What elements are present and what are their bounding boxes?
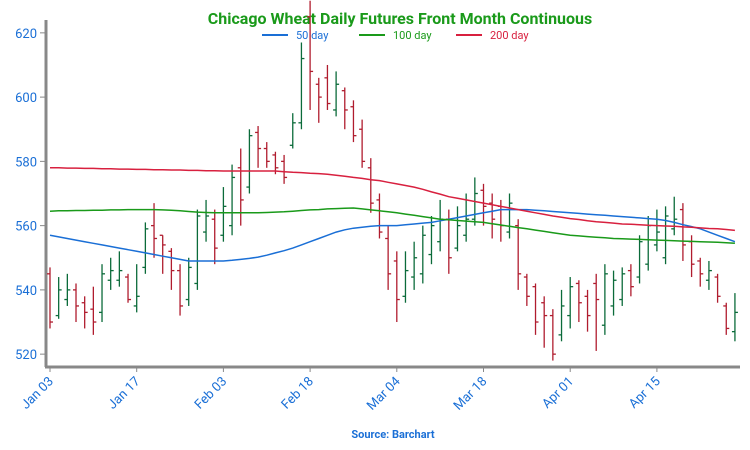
y-tick-label: 540 bbox=[15, 284, 37, 299]
y-tick-label: 620 bbox=[15, 27, 37, 42]
x-tick-label: Feb 03 bbox=[192, 374, 230, 412]
source-note: Source: Barchart bbox=[351, 428, 434, 441]
x-tick-label: Mar 04 bbox=[364, 374, 404, 414]
x-tick-label: Apr 01 bbox=[540, 374, 577, 411]
y-tick-label: 520 bbox=[15, 348, 37, 363]
x-tick-label: Apr 15 bbox=[626, 374, 663, 411]
y-tick-label: 600 bbox=[15, 91, 37, 106]
legend-label: 50 day bbox=[296, 29, 329, 42]
x-tick-label: Feb 18 bbox=[279, 374, 317, 412]
x-tick-label: Jan 03 bbox=[18, 374, 56, 412]
moving-average-line bbox=[50, 167, 735, 232]
x-tick-label: Mar 18 bbox=[451, 374, 490, 413]
moving-average-line bbox=[49, 207, 735, 245]
legend-label: 200 day bbox=[490, 29, 529, 42]
y-tick-label: 560 bbox=[15, 220, 37, 235]
chart-title: Chicago Wheat Daily Futures Front Month … bbox=[208, 9, 592, 28]
y-tick-label: 580 bbox=[15, 155, 37, 170]
moving-average-line bbox=[49, 208, 736, 262]
x-tick-label: Jan 17 bbox=[105, 374, 143, 412]
legend-label: 100 day bbox=[393, 29, 432, 42]
